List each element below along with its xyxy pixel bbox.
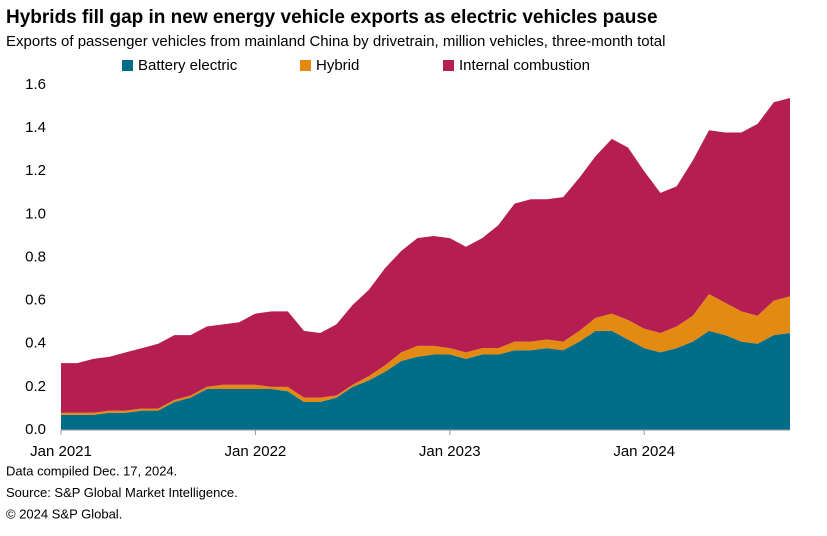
footnote: © 2024 S&P Global. [6, 506, 122, 521]
y-tick-label: 1.4 [25, 119, 46, 136]
y-tick-label: 1.0 [25, 205, 46, 222]
y-tick-label: 1.6 [25, 76, 46, 93]
x-tick-label: Jan 2022 [225, 443, 287, 460]
legend-label: Battery electric [138, 57, 238, 74]
legend-swatch [122, 60, 133, 71]
legend-swatch [300, 60, 311, 71]
legend-label: Hybrid [316, 57, 359, 74]
legend-swatch [443, 60, 454, 71]
footnote: Data compiled Dec. 17, 2024. [6, 463, 177, 478]
chart-title: Hybrids fill gap in new energy vehicle e… [6, 7, 658, 28]
legend-label: Internal combustion [459, 57, 590, 74]
x-tick-label: Jan 2021 [30, 443, 92, 460]
y-tick-label: 0.4 [25, 335, 46, 352]
footnote: Source: S&P Global Market Intelligence. [6, 485, 238, 500]
y-tick-label: 0.0 [25, 421, 46, 438]
y-tick-label: 0.8 [25, 248, 46, 265]
y-tick-label: 1.2 [25, 162, 46, 179]
area [61, 97, 790, 413]
x-tick-label: Jan 2024 [613, 443, 675, 460]
y-tick-label: 0.2 [25, 378, 46, 395]
chart-subtitle: Exports of passenger vehicles from mainl… [6, 33, 665, 50]
x-tick-label: Jan 2023 [419, 443, 481, 460]
y-tick-label: 0.6 [25, 292, 46, 309]
area [61, 330, 790, 430]
